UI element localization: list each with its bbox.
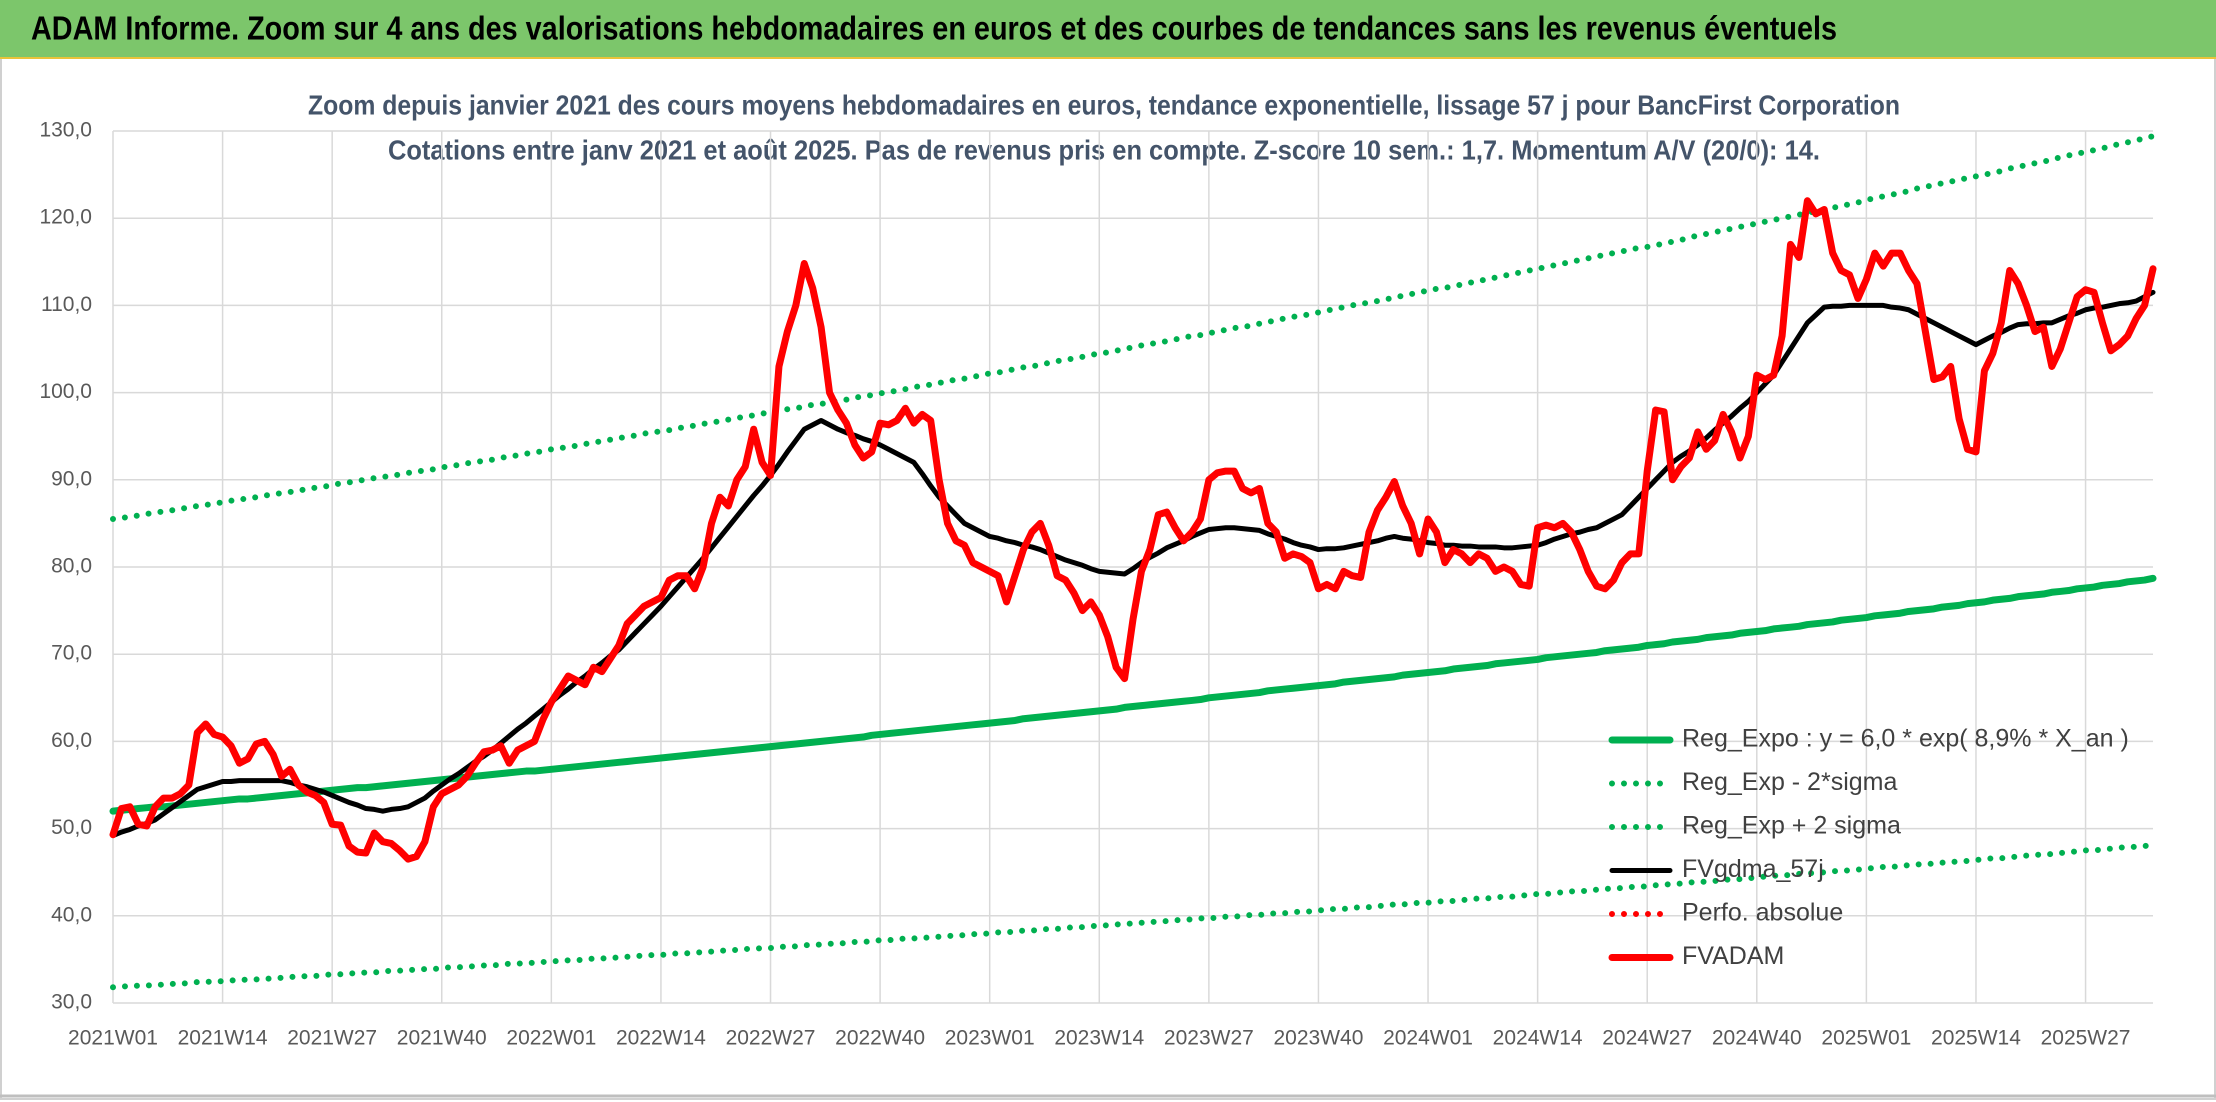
chart-title: Zoom depuis janvier 2021 des cours moyen… xyxy=(308,89,1900,120)
x-tick-label: 2021W40 xyxy=(397,1027,487,1050)
legend: Reg_Expo : y = 6,0 * exp( 8,9% * X_an ) R… xyxy=(1608,725,2129,970)
y-tick-label: 60,0 xyxy=(51,729,92,752)
y-tick-label: 80,0 xyxy=(51,555,92,578)
legend-label: Perfo. absolue xyxy=(1682,899,1843,927)
x-tick-label: 2025W14 xyxy=(1931,1027,2021,1050)
y-tick-label: 90,0 xyxy=(51,467,92,490)
series-line xyxy=(110,842,2156,991)
y-tick-label: 70,0 xyxy=(51,642,92,665)
y-tick-label: 120,0 xyxy=(39,206,92,229)
x-tick-label: 2022W27 xyxy=(726,1027,816,1050)
y-tick-label: 40,0 xyxy=(51,903,92,926)
x-tick-label: 2024W01 xyxy=(1383,1027,1473,1050)
x-tick-label: 2022W14 xyxy=(616,1027,706,1050)
legend-label: Reg_Exp + 2 sigma xyxy=(1682,812,1901,840)
y-tick-label: 100,0 xyxy=(39,380,92,403)
x-tick-label: 2021W27 xyxy=(287,1027,377,1050)
x-tick-label: 2024W27 xyxy=(1602,1027,1692,1050)
legend-label: FVADAM xyxy=(1682,942,1784,970)
header-bar xyxy=(0,0,2216,58)
chart-subtitle: Cotations entre janv 2021 et août 2025. … xyxy=(388,134,1820,165)
grid: 30,0 40,0 50,0 60,0 70,0 80,0 90,0 100,0 110,0 12… xyxy=(39,119,2153,1050)
x-tick-label: 2023W27 xyxy=(1164,1027,1254,1050)
page-title: ADAM Informe. Zoom sur 4 ans des valoris… xyxy=(31,10,1837,47)
y-tick-label: 110,0 xyxy=(41,293,92,316)
x-tick-label: 2023W40 xyxy=(1274,1027,1364,1050)
series-line xyxy=(109,197,2157,863)
y-tick-label: 130,0 xyxy=(39,119,92,142)
legend-label: Reg_Expo : y = 6,0 * exp( 8,9% * X_an ) xyxy=(1682,725,2129,753)
series-line xyxy=(110,289,2156,839)
plot-lines xyxy=(109,133,2157,991)
x-tick-label: 2022W01 xyxy=(506,1027,596,1050)
x-tick-label: 2024W14 xyxy=(1493,1027,1583,1050)
x-tick-label: 2022W40 xyxy=(835,1027,925,1050)
x-tick-label: 2023W14 xyxy=(1054,1027,1144,1050)
legend-label: Reg_Exp - 2*sigma xyxy=(1682,768,1897,796)
x-tick-label: 2024W40 xyxy=(1712,1027,1802,1050)
y-tick-label: 50,0 xyxy=(51,816,92,839)
x-tick-label: 2021W14 xyxy=(178,1027,268,1050)
y-tick-label: 30,0 xyxy=(51,991,92,1014)
x-tick-label: 2025W01 xyxy=(1821,1027,1911,1050)
x-tick-label: 2025W27 xyxy=(2041,1027,2131,1050)
x-tick-label: 2023W01 xyxy=(945,1027,1035,1050)
x-tick-label: 2021W01 xyxy=(68,1027,158,1050)
legend-label: FVgdma_57j xyxy=(1682,855,1824,883)
